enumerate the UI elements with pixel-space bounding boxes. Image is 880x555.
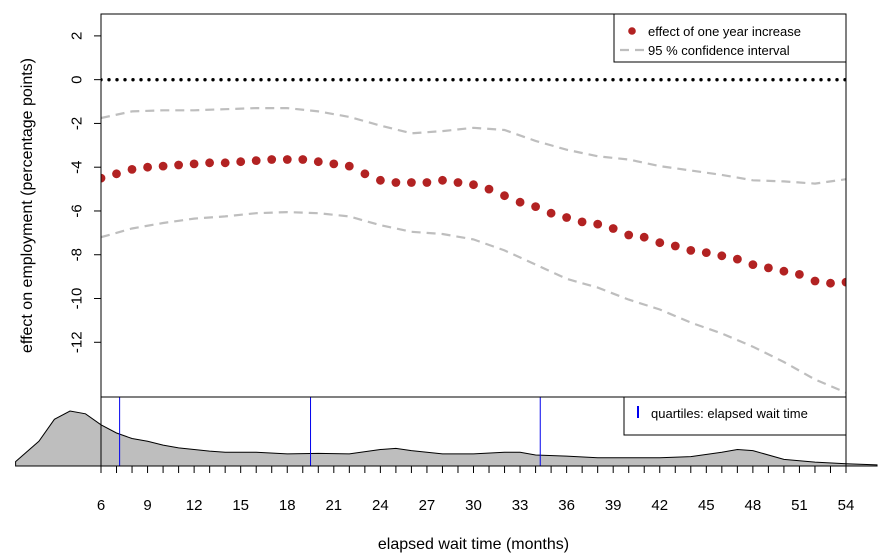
y-axis-title: effect on employment (percentage points)	[19, 58, 36, 353]
effect-point	[608, 224, 618, 233]
effect-point	[577, 217, 587, 227]
effect-point	[174, 160, 184, 170]
x-tick-label: 27	[419, 497, 436, 514]
effect-point	[282, 155, 292, 164]
x-axis: 6 9 12 15 18 21 24 27 30 33 36 39 42 45 48 51 54 elapsed …	[97, 465, 855, 553]
effect-point	[686, 246, 696, 255]
x-tick-label: 9	[143, 497, 151, 514]
effect-point	[795, 270, 804, 279]
x-tick-label: 15	[232, 497, 249, 514]
effect-point	[344, 161, 354, 171]
effect-point	[453, 178, 463, 187]
effect-point	[764, 263, 773, 273]
effect-point	[826, 278, 835, 288]
effect-point	[127, 165, 137, 174]
effect-point	[158, 161, 168, 171]
main-plot: effect of one year increase 95 % confiden…	[100, 13, 847, 398]
x-axis-title: elapsed wait time (months)	[378, 536, 569, 553]
effect-point	[313, 157, 323, 167]
y-tick-label: -10	[68, 288, 85, 310]
y-tick-label: -4	[68, 161, 85, 174]
effect-point	[531, 202, 540, 212]
effect-point	[101, 173, 106, 183]
effect-point	[220, 158, 230, 168]
x-tick-label: 39	[605, 497, 622, 514]
x-tick-label: 36	[558, 497, 575, 514]
plot-area	[101, 78, 846, 394]
x-tick-label: 54	[838, 497, 855, 514]
effect-point	[500, 191, 509, 201]
y-tick-label: -12	[68, 331, 85, 353]
density-plot: quartiles: elapsed wait time	[15, 396, 878, 467]
axes: 2 0 -2 -4 -6 -8 -10 -12 effect on employment (pe…	[19, 32, 854, 553]
x-tick-label: 33	[512, 497, 529, 514]
effect-point	[841, 277, 846, 287]
x-tick-label: 48	[745, 497, 762, 514]
main-legend: effect of one year increase 95 % confiden…	[613, 13, 847, 63]
legend-box	[613, 13, 847, 63]
effect-point	[376, 175, 385, 185]
y-tick-label: -6	[68, 204, 85, 217]
effect-point	[112, 169, 121, 179]
density-area	[15, 410, 878, 467]
effect-point	[515, 197, 525, 207]
effect-point	[593, 219, 603, 229]
effect-point	[717, 251, 727, 261]
x-tick-label: 18	[279, 497, 296, 514]
effect-point	[438, 175, 447, 185]
effect-point	[407, 178, 416, 187]
effect-point	[469, 180, 478, 190]
effect-point	[189, 159, 199, 169]
x-tick-label: 30	[465, 497, 482, 514]
effect-point	[298, 155, 308, 164]
confidence-bound-line	[101, 210, 846, 394]
legend-box	[623, 396, 847, 436]
x-tick-label: 45	[698, 497, 715, 514]
effect-point	[639, 232, 649, 242]
effect-point	[236, 157, 246, 167]
effect-point	[779, 266, 789, 276]
x-tick-label: 42	[651, 497, 668, 514]
legend-label: quartiles: elapsed wait time	[651, 406, 808, 421]
effect-point	[733, 254, 742, 264]
x-tick-label: 24	[372, 497, 389, 514]
legend-label: effect of one year increase	[648, 24, 801, 39]
y-tick-label: 0	[68, 75, 85, 83]
effect-point	[422, 178, 432, 187]
x-tick-label: 6	[97, 497, 105, 514]
effect-point	[624, 230, 634, 240]
effect-point	[701, 248, 711, 257]
effect-point	[391, 178, 401, 187]
effect-point	[251, 156, 261, 166]
effect-point	[267, 155, 277, 164]
effect-point	[329, 159, 339, 169]
quartile-legend: quartiles: elapsed wait time	[623, 396, 847, 436]
effect-point	[655, 238, 665, 248]
x-tick-label: 51	[791, 497, 808, 514]
legend-point-marker	[628, 27, 636, 35]
effect-point	[143, 162, 153, 172]
x-tick-label: 21	[325, 497, 342, 514]
effect-point	[748, 260, 758, 269]
effect-point	[562, 213, 571, 222]
effect-point	[205, 158, 215, 168]
effect-point	[810, 276, 820, 286]
effect-point	[546, 208, 556, 218]
y-axis: 2 0 -2 -4 -6 -8 -10 -12 effect on employment (pe…	[19, 32, 102, 353]
confidence-bound-line	[101, 107, 846, 185]
effect-point	[484, 184, 494, 194]
plot-background	[101, 14, 846, 397]
legend-label: 95 % confidence interval	[648, 43, 790, 58]
effect-point	[360, 169, 370, 179]
y-tick-label: -2	[68, 117, 85, 130]
y-tick-label: 2	[68, 32, 85, 40]
effect-point	[670, 241, 680, 251]
y-tick-label: -8	[68, 248, 85, 261]
x-tick-label: 12	[186, 497, 203, 514]
